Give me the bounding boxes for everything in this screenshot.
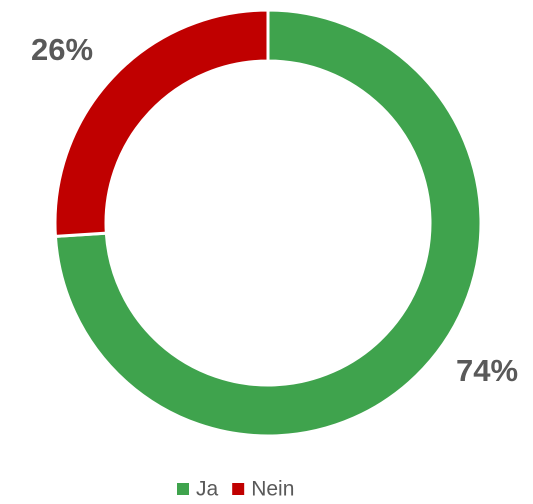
legend-label: Ja (196, 478, 219, 501)
legend-swatch (232, 483, 245, 495)
legend-label: Nein (251, 478, 294, 501)
donut-segment (53, 8, 270, 238)
legend-swatch (177, 483, 189, 495)
donut-segment (53, 8, 483, 438)
value-label: 74% (456, 353, 518, 388)
value-label: 26% (31, 32, 93, 67)
